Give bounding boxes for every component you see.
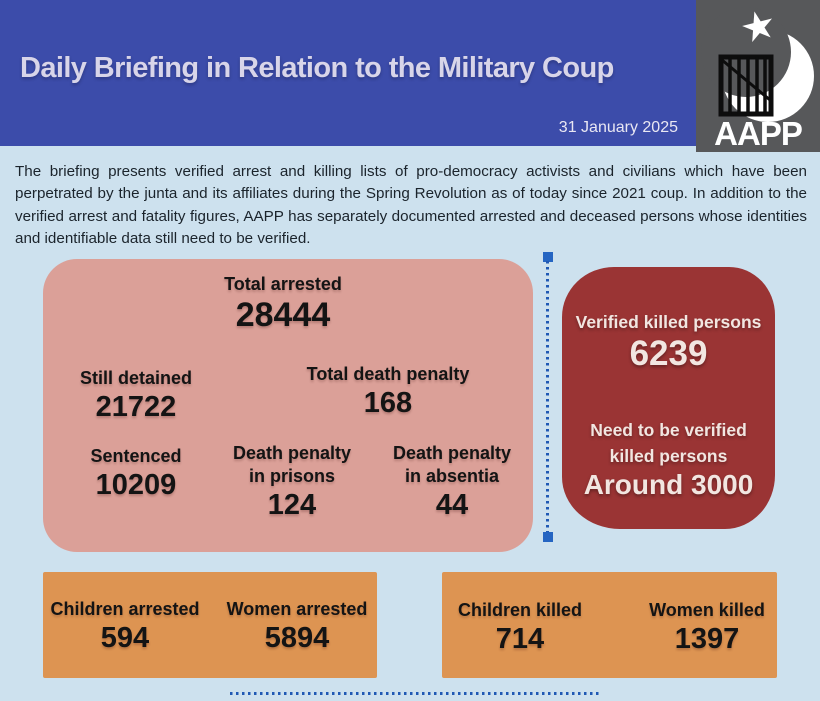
stat-value: 6239	[629, 334, 708, 373]
briefing-date: 31 January 2025	[558, 119, 678, 136]
aapp-logo-graphic: ★ AAPP	[701, 0, 814, 152]
stat-value: 10209	[95, 469, 177, 501]
stat-value: Around 3000	[583, 469, 754, 500]
aapp-logo: ★ AAPP	[696, 0, 820, 152]
prison-bars-icon	[718, 54, 774, 117]
killed-statistics-panel: Verified killed persons 6239 Need to be …	[562, 267, 775, 529]
stat-label: Women arrested	[226, 599, 368, 619]
stat-label: Total arrested	[224, 274, 342, 294]
stat-label: Children killed	[457, 600, 583, 620]
connector-bottom-cap	[543, 532, 553, 542]
stat-value: 714	[495, 623, 545, 655]
killed-demographics-panel: Children killed 714 Women killed 1397	[442, 572, 777, 678]
connector-top-cap	[543, 252, 553, 262]
stat-need-verified-killed: Need to be verified killed persons Aroun…	[562, 417, 775, 501]
stat-women-killed: Women killed 1397	[632, 599, 782, 656]
stat-children-arrested: Children arrested 594	[50, 598, 200, 655]
stat-label: Need to be verified killed persons	[590, 420, 747, 466]
stat-value: 21722	[95, 391, 177, 423]
stat-label: Death penalty in prisons	[232, 443, 352, 486]
horizontal-dotted-divider	[230, 692, 601, 695]
stat-death-penalty-prisons: Death penalty in prisons 124	[217, 442, 367, 522]
stat-label: Total death penalty	[306, 364, 470, 384]
stat-death-penalty-absentia: Death penalty in absentia 44	[377, 442, 527, 522]
stat-label: Death penalty in absentia	[392, 443, 512, 486]
stat-value: 5894	[264, 622, 330, 654]
logo-wordmark: AAPP	[714, 115, 802, 152]
page-title: Daily Briefing in Relation to the Milita…	[20, 52, 614, 84]
stat-label: Children arrested	[50, 599, 200, 619]
stat-children-killed: Children killed 714	[445, 599, 595, 656]
stat-value: 124	[267, 489, 317, 521]
arrest-statistics-panel: Total arrested 28444 Still detained 2172…	[43, 259, 533, 552]
stat-label: Verified killed persons	[575, 312, 762, 332]
stat-total-death-penalty: Total death penalty 168	[238, 363, 538, 420]
arrested-demographics-panel: Children arrested 594 Women arrested 589…	[43, 572, 377, 678]
stat-value: 168	[363, 387, 413, 419]
stat-value: 1397	[674, 623, 740, 655]
stat-value: 594	[100, 622, 150, 654]
stat-label: Still detained	[79, 368, 193, 388]
stat-label: Sentenced	[90, 446, 182, 466]
stat-total-arrested: Total arrested 28444	[133, 273, 433, 334]
briefing-summary-text: The briefing presents verified arrest an…	[15, 163, 807, 247]
stat-value: 28444	[235, 296, 331, 334]
stat-label: Women killed	[649, 600, 765, 620]
stat-sentenced: Sentenced 10209	[61, 445, 211, 502]
stat-verified-killed: Verified killed persons 6239	[562, 309, 775, 373]
vertical-dotted-divider	[546, 261, 549, 533]
stat-women-arrested: Women arrested 5894	[222, 598, 372, 655]
header-banner: Daily Briefing in Relation to the Milita…	[0, 0, 820, 146]
stat-still-detained: Still detained 21722	[61, 367, 211, 424]
stat-value: 44	[435, 489, 469, 521]
